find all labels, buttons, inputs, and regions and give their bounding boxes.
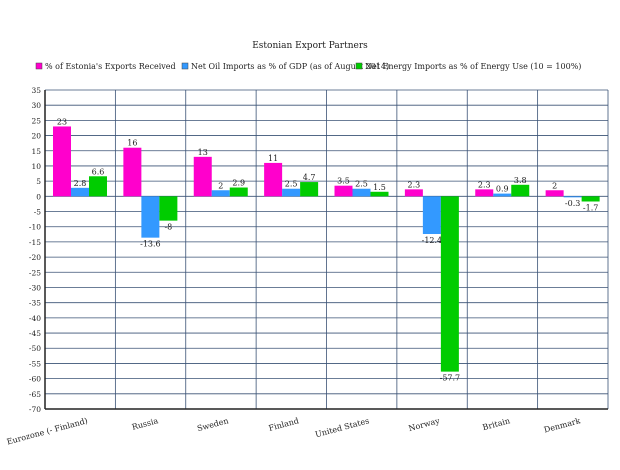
bar (334, 185, 353, 197)
data-label: -13.6 (140, 240, 161, 249)
x-tick-label: Finland (268, 416, 300, 433)
legend-swatch (355, 62, 363, 70)
axes: -70-65-60-55-50-45-40-35-30-25-20-15-10-… (6, 86, 608, 447)
bars: 23 2.8 6.6 16 -13.6-8 13 2 2.9 11 2.5 4.7 3.5 2.5 1.5… (53, 117, 600, 383)
chart-title: Estonian Export Partners (252, 41, 368, 51)
y-tick-label: 30 (31, 101, 41, 110)
bar (141, 196, 160, 238)
bar (229, 187, 248, 197)
legend-label: % of Estonia's Exports Received (45, 62, 176, 71)
data-label: -1.7 (583, 203, 598, 212)
data-label: -12.4 (422, 236, 443, 245)
bar (493, 193, 512, 197)
data-label: 6.6 (92, 167, 105, 176)
data-label: 2.5 (285, 180, 298, 189)
x-tick-label: Sweden (196, 416, 229, 433)
data-label: 2.3 (478, 180, 491, 189)
bar (211, 190, 230, 197)
data-label: 2 (218, 181, 223, 190)
bar (193, 156, 212, 197)
x-tick-label: Norway (408, 416, 441, 433)
y-tick-label: -55 (29, 359, 41, 368)
y-tick-label: 20 (31, 132, 41, 141)
data-label: 11 (268, 154, 278, 163)
data-label: 0.9 (496, 185, 509, 194)
bar (352, 188, 371, 197)
bar (545, 190, 564, 197)
y-tick-label: -60 (29, 375, 41, 384)
data-label: 2.3 (408, 180, 421, 189)
data-label: -57.7 (440, 374, 461, 383)
bar (440, 196, 459, 372)
data-label: -0.3 (565, 199, 580, 208)
legend-label: Net Energy Imports as % of Energy Use (1… (365, 62, 581, 71)
bar (123, 147, 142, 197)
x-tick-label: Denmark (543, 416, 582, 434)
x-tick-label: United States (314, 416, 370, 439)
data-label: 13 (198, 148, 208, 157)
bar (370, 191, 389, 197)
legend-swatch (181, 62, 189, 70)
legend-label: Net Oil Imports as % of GDP (as of Augus… (191, 62, 389, 71)
bar (282, 188, 301, 197)
bar (264, 162, 283, 197)
y-tick-label: 35 (31, 86, 41, 95)
y-tick-label: -30 (29, 283, 41, 292)
y-tick-label: -40 (29, 314, 41, 323)
y-tick-label: -65 (29, 390, 41, 399)
y-tick-label: 10 (31, 162, 41, 171)
y-tick-label: -50 (29, 344, 41, 353)
y-tick-label: -20 (29, 253, 41, 262)
legend: % of Estonia's Exports Received Net Oil I… (35, 62, 581, 71)
y-tick-label: -35 (29, 299, 41, 308)
y-tick-label: -45 (29, 329, 41, 338)
x-tick-label: Russia (131, 416, 159, 432)
data-label: 1.5 (373, 183, 386, 192)
bar (300, 182, 319, 197)
bar (53, 126, 71, 197)
y-tick-label: -10 (29, 223, 41, 232)
y-tick-label: 25 (31, 116, 41, 125)
y-tick-label: 15 (31, 147, 41, 156)
bar (159, 196, 178, 221)
data-label: 16 (127, 139, 137, 148)
data-label: 3.5 (337, 177, 350, 186)
data-label: 3.8 (514, 176, 527, 185)
data-label: 23 (57, 117, 67, 126)
data-label: 2.8 (74, 179, 87, 188)
bar (422, 196, 441, 235)
data-label: 2 (552, 181, 557, 190)
bar (89, 176, 107, 197)
bar (581, 196, 600, 202)
bar (563, 196, 582, 198)
bar (404, 189, 423, 197)
bar (71, 187, 89, 197)
y-tick-label: -70 (29, 405, 41, 414)
data-label: 4.7 (303, 173, 316, 182)
y-tick-label: -25 (29, 268, 41, 277)
data-label: -8 (164, 223, 172, 232)
y-tick-label: -15 (29, 238, 41, 247)
y-tick-label: 5 (36, 177, 41, 186)
data-label: 2.5 (355, 180, 368, 189)
legend-swatch (35, 62, 43, 70)
y-tick-label: -5 (34, 208, 42, 217)
x-tick-label: Eurozone (- Finland) (6, 416, 89, 446)
y-tick-label: 0 (36, 192, 41, 201)
bar (511, 184, 530, 197)
x-tick-label: Britain (482, 416, 511, 432)
data-label: 2.9 (232, 179, 245, 188)
bar (475, 189, 494, 197)
